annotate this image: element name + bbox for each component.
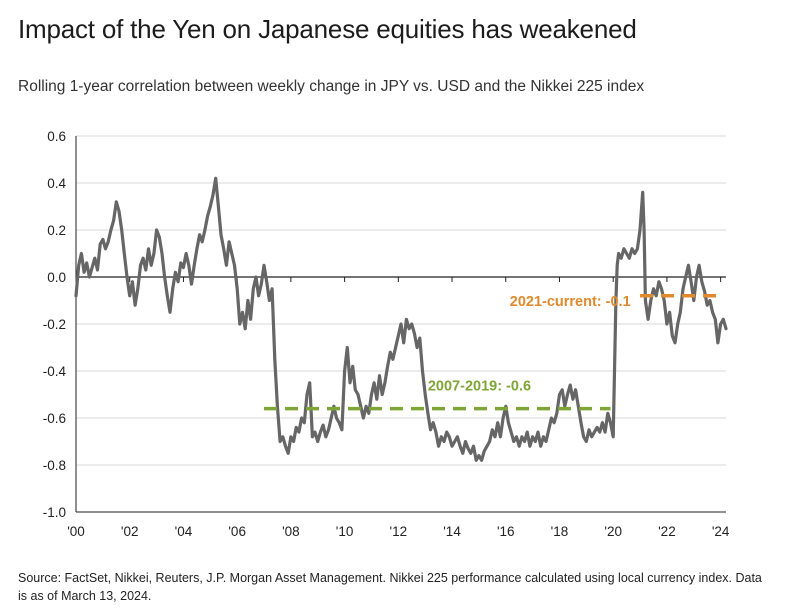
- x-tick-label: '04: [175, 524, 193, 539]
- x-tick-label: '08: [282, 524, 300, 539]
- average-label: 2007-2019: -0.6: [428, 379, 531, 395]
- page-title: Impact of the Yen on Japanese equities h…: [18, 14, 637, 44]
- average-label: 2021-current: -0.1: [510, 294, 631, 310]
- y-tick-label: -1.0: [43, 505, 66, 520]
- x-tick-label: '22: [658, 524, 676, 539]
- y-tick-label: -0.8: [43, 458, 66, 473]
- chart-subtitle: Rolling 1-year correlation between weekl…: [18, 78, 645, 95]
- y-tick-label: 0.4: [47, 176, 66, 191]
- y-tick-label: 0.2: [47, 223, 66, 238]
- x-tick-label: '24: [712, 524, 730, 539]
- x-tick-label: '18: [551, 524, 569, 539]
- x-tick-label: '20: [604, 524, 622, 539]
- x-tick-label: '16: [497, 524, 515, 539]
- x-tick-label: '06: [228, 524, 246, 539]
- y-tick-label: -0.2: [43, 317, 66, 332]
- series-line: [74, 176, 728, 462]
- y-tick-label: 0.0: [47, 270, 66, 285]
- y-tick-label: 0.6: [47, 129, 66, 144]
- x-tick-label: '12: [390, 524, 408, 539]
- correlation-line-chart: 2007-2019: -0.6 2021-current: -0.1 0.6 0.4…: [43, 129, 730, 539]
- x-tick-label: '10: [336, 524, 354, 539]
- y-tick-label: -0.4: [43, 364, 67, 379]
- source-note: Source: FactSet, Nikkei, Reuters, J.P. M…: [18, 571, 762, 603]
- x-tick-label: '14: [443, 524, 461, 539]
- y-tick-label: -0.6: [43, 411, 66, 426]
- x-tick-label: '00: [67, 524, 85, 539]
- x-tick-label: '02: [121, 524, 139, 539]
